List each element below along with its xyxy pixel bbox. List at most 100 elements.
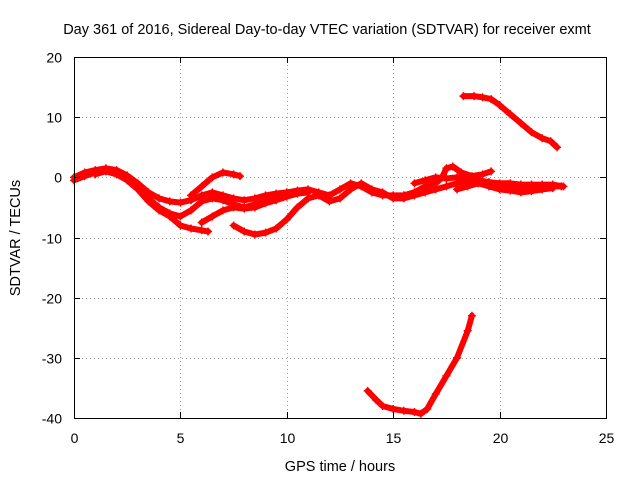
data-point — [346, 185, 355, 194]
x-tick-label: 5 — [177, 430, 185, 446]
data-point — [421, 176, 430, 185]
data-point — [240, 196, 249, 205]
x-tick-label: 10 — [280, 430, 296, 446]
data-point — [431, 389, 440, 398]
x-axis-label: GPS time / hours — [285, 459, 395, 475]
data-point — [448, 162, 457, 171]
data-point — [133, 185, 142, 194]
data-point — [506, 186, 515, 195]
data-point — [527, 187, 536, 196]
data-point — [197, 197, 206, 206]
data-point — [399, 406, 408, 415]
data-point — [325, 197, 334, 206]
data-point — [546, 137, 555, 146]
x-tick-label: 25 — [599, 430, 615, 446]
y-tick-label: 0 — [54, 170, 62, 186]
data-point — [410, 407, 419, 416]
data-point — [378, 401, 387, 410]
data-point — [229, 203, 238, 212]
data-point — [416, 409, 425, 418]
data-point — [204, 227, 213, 236]
data-point — [527, 128, 536, 137]
data-point — [197, 182, 206, 191]
data-point — [197, 218, 206, 227]
data-point — [304, 194, 313, 203]
data-point — [261, 199, 270, 208]
data-point — [559, 182, 568, 191]
data-point — [91, 170, 100, 179]
data-traces — [70, 92, 568, 418]
data-point — [240, 227, 249, 236]
data-point — [229, 221, 238, 230]
data-point — [80, 172, 89, 181]
data-point — [112, 170, 121, 179]
data-point — [453, 173, 462, 182]
data-point — [487, 167, 496, 176]
y-tick-label: -10 — [42, 231, 62, 247]
data-point — [282, 215, 291, 224]
data-point — [553, 143, 562, 152]
data-point — [367, 185, 376, 194]
data-point — [516, 180, 525, 189]
data-point — [144, 197, 153, 206]
data-point — [293, 203, 302, 212]
axis-ticks: 0 5 10 15 20 25 20 10 0 -10 -20 -30 -40 — [42, 50, 615, 447]
data-point — [187, 206, 196, 215]
data-point — [187, 224, 196, 233]
data-point — [463, 326, 472, 335]
data-point — [516, 188, 525, 197]
data-point — [293, 189, 302, 198]
data-point — [389, 404, 398, 413]
data-point — [208, 212, 217, 221]
y-axis-label: SDTVAR / TECUs — [8, 180, 24, 296]
data-point — [459, 92, 468, 101]
data-point — [218, 168, 227, 177]
data-point — [484, 182, 493, 191]
data-point — [548, 184, 557, 193]
data-point — [495, 185, 504, 194]
data-point — [165, 212, 174, 221]
data-point — [516, 119, 525, 128]
x-tick-label: 15 — [386, 430, 402, 446]
data-point — [336, 194, 344, 203]
data-point — [495, 101, 504, 110]
data-point — [176, 212, 185, 221]
data-point — [240, 204, 249, 213]
data-point — [410, 188, 419, 197]
y-tick-label: -30 — [42, 351, 62, 367]
data-point — [463, 182, 472, 191]
y-tick-label: -40 — [42, 411, 62, 427]
y-tick-label: 20 — [46, 50, 62, 66]
data-point — [176, 198, 185, 207]
grid — [74, 57, 606, 418]
data-point — [453, 353, 462, 362]
data-point — [410, 179, 419, 188]
data-point — [442, 182, 451, 191]
data-point — [423, 404, 432, 413]
data-point — [155, 194, 164, 203]
data-point — [336, 185, 344, 194]
data-point — [261, 228, 270, 237]
data-point — [442, 174, 451, 183]
data-point — [478, 93, 487, 102]
y-tick-label: 10 — [46, 110, 62, 126]
y-tick-label: -20 — [42, 291, 62, 307]
data-point — [506, 179, 515, 188]
data-point — [399, 191, 408, 200]
data-point — [176, 221, 185, 230]
data-point — [218, 196, 227, 205]
data-point — [165, 197, 174, 206]
data-point — [538, 185, 547, 194]
x-tick-label: 20 — [493, 430, 509, 446]
data-point — [470, 92, 479, 101]
data-point — [282, 192, 291, 201]
data-series-track-10 — [460, 93, 561, 151]
data-point — [155, 206, 164, 215]
data-point — [467, 311, 476, 320]
data-point — [474, 179, 483, 188]
data-point — [506, 110, 515, 119]
x-tick-label: 0 — [71, 430, 79, 446]
data-point — [363, 386, 372, 395]
data-point — [250, 230, 259, 239]
